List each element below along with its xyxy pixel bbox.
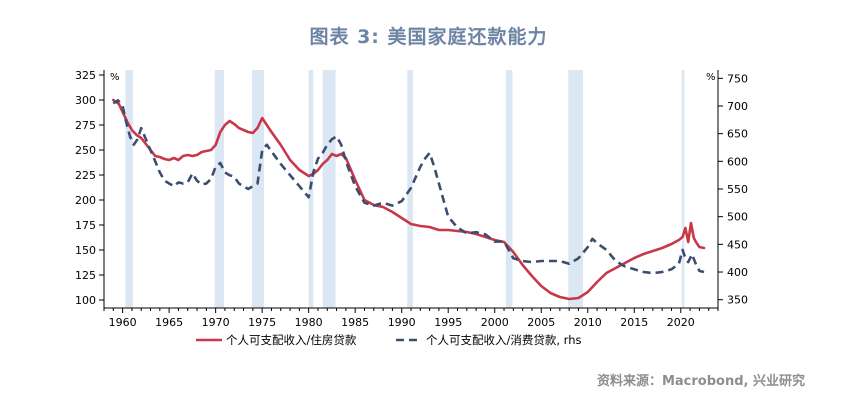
recession-bands: [125, 70, 685, 308]
recession-band-2: [251, 70, 265, 308]
recession-band-1: [214, 70, 225, 308]
right-tick-label-500: 500: [727, 211, 748, 224]
right-tick-label-600: 600: [727, 155, 748, 168]
left-tick-label-200: 200: [75, 194, 96, 207]
x-tick-label-1995: 1995: [434, 316, 462, 329]
recession-band-4: [322, 70, 336, 308]
legend-label-1: 个人可支配收入/消费贷款, rhs: [426, 333, 582, 347]
left-tick-label-150: 150: [75, 244, 96, 257]
recession-band-0: [125, 70, 133, 308]
x-tick-label-1965: 1965: [155, 316, 183, 329]
left-tick-label-175: 175: [75, 219, 96, 232]
x-tick-label-2015: 2015: [620, 316, 648, 329]
x-tick-label-2010: 2010: [574, 316, 602, 329]
left-axis-unit: %: [110, 72, 120, 83]
source-note: 资料来源：Macrobond, 兴业研究: [596, 374, 805, 389]
recession-band-6: [505, 70, 513, 308]
right-tick-label-700: 700: [727, 100, 748, 113]
series-line-1: [112, 99, 705, 275]
series-lines: [112, 98, 706, 301]
x-tick-label-1970: 1970: [202, 316, 230, 329]
left-tick-label-125: 125: [75, 269, 96, 282]
legend-label-0: 个人可支配收入/住房贷款: [226, 333, 357, 347]
series-line-0: [112, 98, 706, 301]
axes: 100 125 150 175 200 225 250 275 300 325 % 350 400 450…: [75, 69, 748, 329]
x-tick-label-1990: 1990: [388, 316, 416, 329]
x-tick-label-1980: 1980: [295, 316, 323, 329]
right-tick-label-650: 650: [727, 128, 748, 141]
right-tick-label-350: 350: [727, 294, 748, 307]
x-tick-label-1975: 1975: [248, 316, 276, 329]
left-tick-label-250: 250: [75, 144, 96, 157]
legend: 个人可支配收入/住房贷款 个人可支配收入/消费贷款, rhs: [196, 333, 582, 347]
x-tick-label-1985: 1985: [341, 316, 369, 329]
x-tick-label-2000: 2000: [481, 316, 509, 329]
x-tick-label-1960: 1960: [109, 316, 137, 329]
chart-title: 图表 3: 美国家庭还款能力: [309, 26, 548, 48]
x-tick-label-2020: 2020: [667, 316, 695, 329]
left-tick-label-275: 275: [75, 119, 96, 132]
right-tick-label-400: 400: [727, 266, 748, 279]
recession-band-8: [681, 70, 685, 308]
recession-band-7: [568, 70, 584, 308]
right-tick-label-750: 750: [727, 72, 748, 85]
right-tick-label-550: 550: [727, 183, 748, 196]
x-tick-label-2005: 2005: [527, 316, 555, 329]
left-tick-label-100: 100: [75, 294, 96, 307]
left-tick-label-225: 225: [75, 169, 96, 182]
left-tick-label-300: 300: [75, 94, 96, 107]
left-tick-label-325: 325: [75, 69, 96, 82]
right-axis-unit: %: [706, 72, 716, 83]
right-tick-label-450: 450: [727, 238, 748, 251]
